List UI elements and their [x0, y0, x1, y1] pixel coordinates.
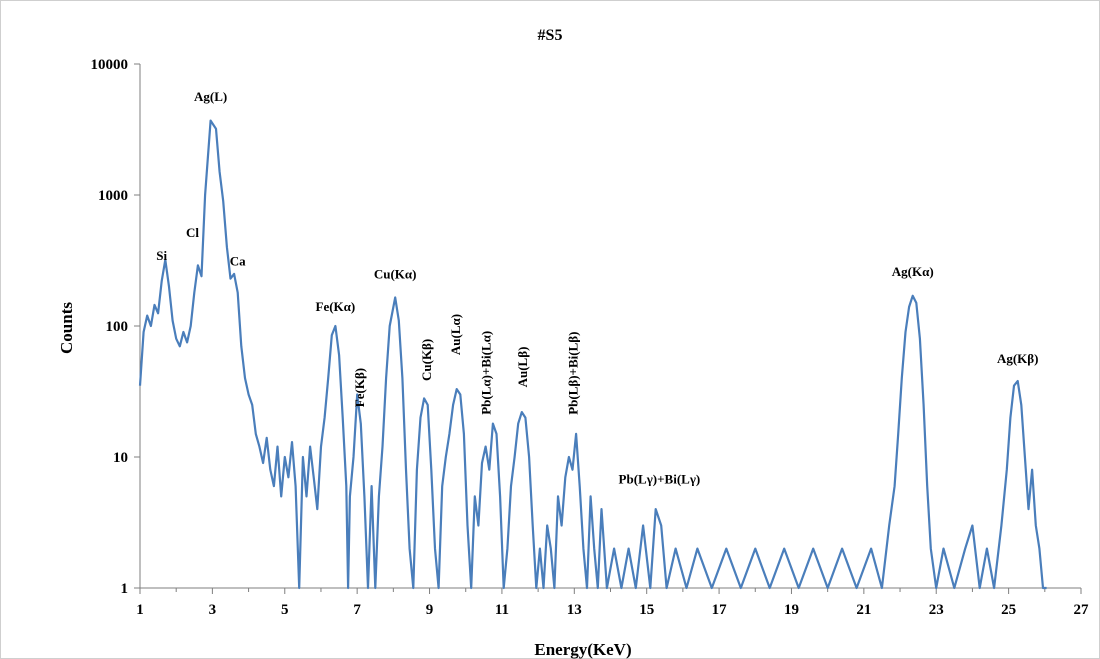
- peak-label: Ca: [230, 253, 246, 268]
- x-tick-label: 11: [495, 602, 509, 618]
- peak-label: Au(Lα): [448, 314, 463, 355]
- x-axis-label: Energy(KeV): [534, 640, 631, 659]
- x-tick-label: 23: [929, 602, 944, 618]
- peak-label: Cu(Kα): [374, 267, 417, 282]
- x-tick-label: 9: [426, 602, 434, 618]
- peak-label: Au(Lβ): [515, 347, 530, 388]
- y-axis-label: Counts: [57, 302, 76, 354]
- x-tick-label: 3: [209, 602, 217, 618]
- peak-label: Cu(Kβ): [419, 339, 434, 381]
- peak-label: Cl: [186, 225, 199, 240]
- y-tick-label: 10: [113, 450, 128, 466]
- series-group: [138, 119, 1047, 590]
- x-tick-label: 13: [567, 602, 582, 618]
- x-tick-label: 19: [784, 602, 799, 618]
- x-tick-label: 15: [639, 602, 654, 618]
- x-tick-label: 5: [281, 602, 289, 618]
- x-tick-label: 25: [1001, 602, 1016, 618]
- peak-label: Ag(L): [194, 89, 227, 104]
- peak-label: Ag(Kα): [892, 264, 934, 279]
- x-tick-label: 7: [353, 602, 361, 618]
- peak-label: Fe(Kα): [316, 299, 356, 314]
- y-tick-label: 100: [106, 319, 129, 335]
- x-tick-label: 17: [712, 602, 728, 618]
- peak-label: Fe(Kβ): [352, 368, 367, 407]
- peak-label: Si: [156, 248, 167, 263]
- peak-label: Pb(Lγ)+Bi(Lγ): [619, 471, 701, 486]
- spectrum-line: [138, 119, 1047, 590]
- x-tick-label: 21: [856, 602, 871, 618]
- chart-title: #S5: [538, 27, 563, 44]
- peak-label: Ag(Kβ): [997, 351, 1039, 366]
- x-tick-label: 1: [136, 602, 144, 618]
- peak-label: Pb(Lα)+Bi(Lα): [479, 331, 494, 415]
- peak-annotations: Si Cl Ag(L) Ca Fe(Kα) Fe(Kβ) Cu(Kα) Cu(Kβ) Au(Lα…: [156, 89, 1038, 486]
- y-axis: 1 10 100 1000 10000: [91, 57, 141, 597]
- y-tick-label: 10000: [91, 57, 129, 73]
- y-tick-label: 1: [121, 581, 129, 597]
- x-tick-label: 27: [1074, 602, 1090, 618]
- y-tick-label: 1000: [98, 188, 128, 204]
- peak-label: Pb(Lβ)+Bi(Lβ): [566, 332, 581, 415]
- x-axis: 1 3 5 7 9 11 13 15 17 19 21 23 25 27: [136, 587, 1090, 618]
